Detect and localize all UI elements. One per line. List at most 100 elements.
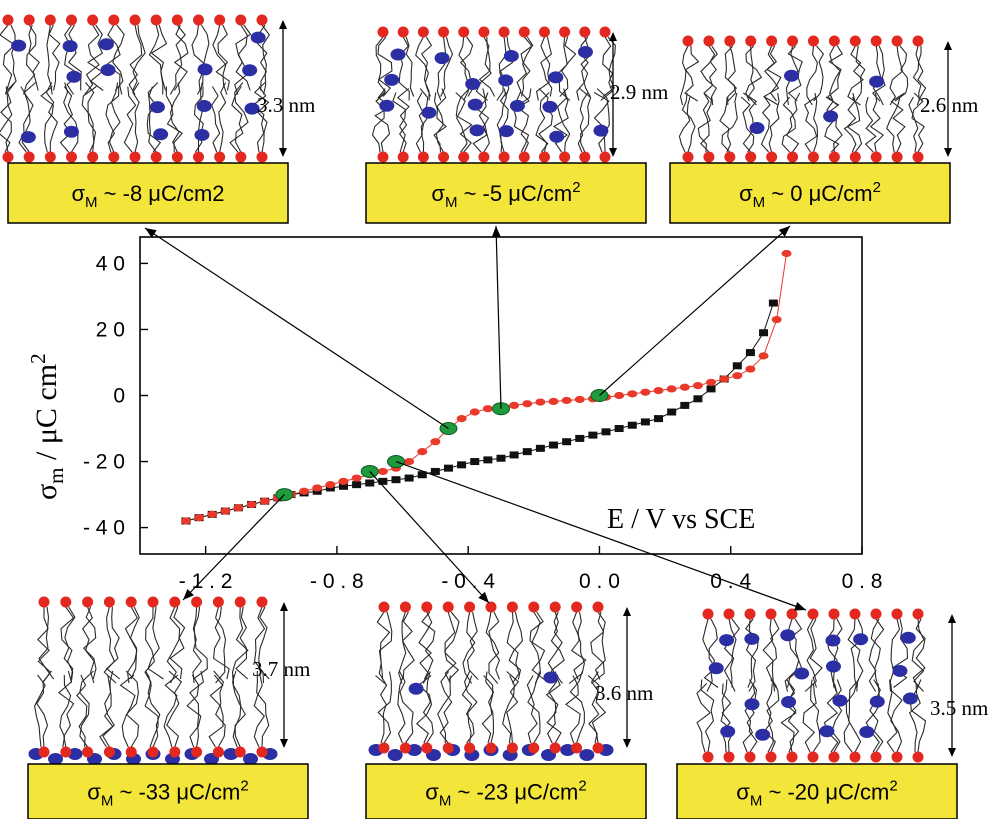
lipid-tail: [418, 88, 429, 153]
head-group: [786, 608, 798, 620]
head-group: [571, 601, 583, 613]
head-group: [807, 151, 819, 163]
head-group: [870, 151, 882, 163]
lipid-heads: [378, 601, 604, 754]
lipid-tail: [232, 670, 246, 748]
lipid-tail: [590, 611, 606, 684]
charge-label: σM ~ -8 μC/cm2: [71, 181, 224, 211]
lipid-tail: [439, 671, 453, 744]
lipid-tail: [810, 679, 821, 753]
data-point-red: [561, 396, 572, 405]
head-group: [169, 596, 181, 608]
head-group: [378, 601, 390, 613]
head-group: [60, 596, 72, 608]
lipid-tail: [502, 675, 515, 744]
head-group: [421, 601, 433, 613]
lipid-tail: [58, 670, 75, 748]
lipid-tail: [422, 671, 434, 744]
lipid-tail: [828, 45, 844, 102]
head-group: [724, 35, 736, 47]
ion: [66, 70, 82, 83]
data-point-red: [719, 375, 730, 383]
ion: [387, 749, 403, 761]
x-axis-label: E / V vs SCE: [607, 504, 755, 535]
lipid-tail: [472, 92, 490, 153]
lipid-tail: [826, 618, 838, 692]
lipid-tail: [123, 86, 137, 153]
lipid-tail: [28, 24, 40, 91]
lipid-tail: [765, 618, 780, 688]
lipid-tail: [580, 36, 591, 97]
lipid-tail: [258, 606, 270, 680]
head-group: [506, 601, 518, 613]
lipid-tail: [437, 675, 451, 744]
data-point-black: [601, 428, 611, 436]
lipid-tail: [464, 671, 478, 744]
y-tick-label: 4 0: [96, 252, 125, 275]
charge-value: ~ -20 μC/cm: [762, 780, 889, 805]
x-tick-label: - 0 . 4: [441, 570, 495, 593]
head-group: [171, 151, 183, 163]
head-group: [571, 742, 583, 754]
lipid-tail: [147, 606, 164, 680]
lipid-tail: [128, 24, 143, 95]
lipid-tail: [886, 683, 898, 753]
charge-box: [365, 763, 647, 819]
lipid-heads: [377, 26, 611, 163]
thickness-label: 3.3 nm: [257, 93, 315, 117]
lipid-tail: [911, 92, 925, 153]
ion: [62, 40, 78, 53]
lipid-tail: [251, 86, 267, 153]
lipid-tail: [552, 92, 569, 153]
head-group: [870, 35, 882, 47]
y-label-sub: m: [44, 467, 68, 483]
charge-sigma: σ: [431, 181, 445, 206]
pointer-arrow-head: [183, 589, 194, 600]
lipid-tail: [478, 36, 496, 97]
charge-sigma: σ: [425, 780, 439, 805]
ion: [780, 629, 796, 642]
head-group: [60, 746, 72, 758]
lipid-tail: [681, 92, 696, 153]
ion: [503, 49, 519, 62]
charge-subscript: M: [753, 194, 766, 211]
lipid-tail: [433, 92, 447, 153]
lipid-tail: [455, 92, 468, 153]
ion: [244, 102, 260, 115]
lipid-tail: [889, 45, 904, 106]
head-group: [214, 14, 226, 26]
lipid-tail: [804, 96, 818, 153]
lipid-heads: [702, 608, 924, 763]
lipid-tail: [727, 45, 738, 105]
lipid-tail: [235, 606, 249, 680]
lipid-tail: [84, 24, 100, 95]
head-group: [528, 742, 540, 754]
ion: [593, 124, 609, 137]
head-group: [682, 35, 694, 47]
head-group: [498, 26, 510, 38]
ion: [579, 749, 595, 761]
ion: [755, 728, 771, 741]
lipid-tail: [169, 606, 186, 680]
lipid-tail: [119, 674, 136, 748]
charge-box: [676, 763, 958, 819]
data-point-black: [732, 362, 742, 370]
lipid-tail: [23, 24, 37, 95]
head-group: [397, 151, 409, 163]
ion: [465, 78, 481, 91]
lipid-tail: [481, 675, 494, 744]
head-group: [23, 151, 35, 163]
lipid-tail: [198, 24, 210, 91]
head-group: [191, 596, 203, 608]
lipid-tail: [703, 45, 718, 102]
lipid-tails: [0, 24, 270, 153]
charge-superscript: 2: [889, 778, 897, 795]
lipid-tail: [744, 618, 759, 688]
head-group: [592, 742, 604, 754]
head-group: [125, 746, 137, 758]
lipid-tail: [745, 618, 757, 692]
ion: [577, 46, 593, 59]
lipid-tail: [802, 683, 817, 753]
ion: [20, 131, 36, 144]
ion: [223, 748, 239, 760]
